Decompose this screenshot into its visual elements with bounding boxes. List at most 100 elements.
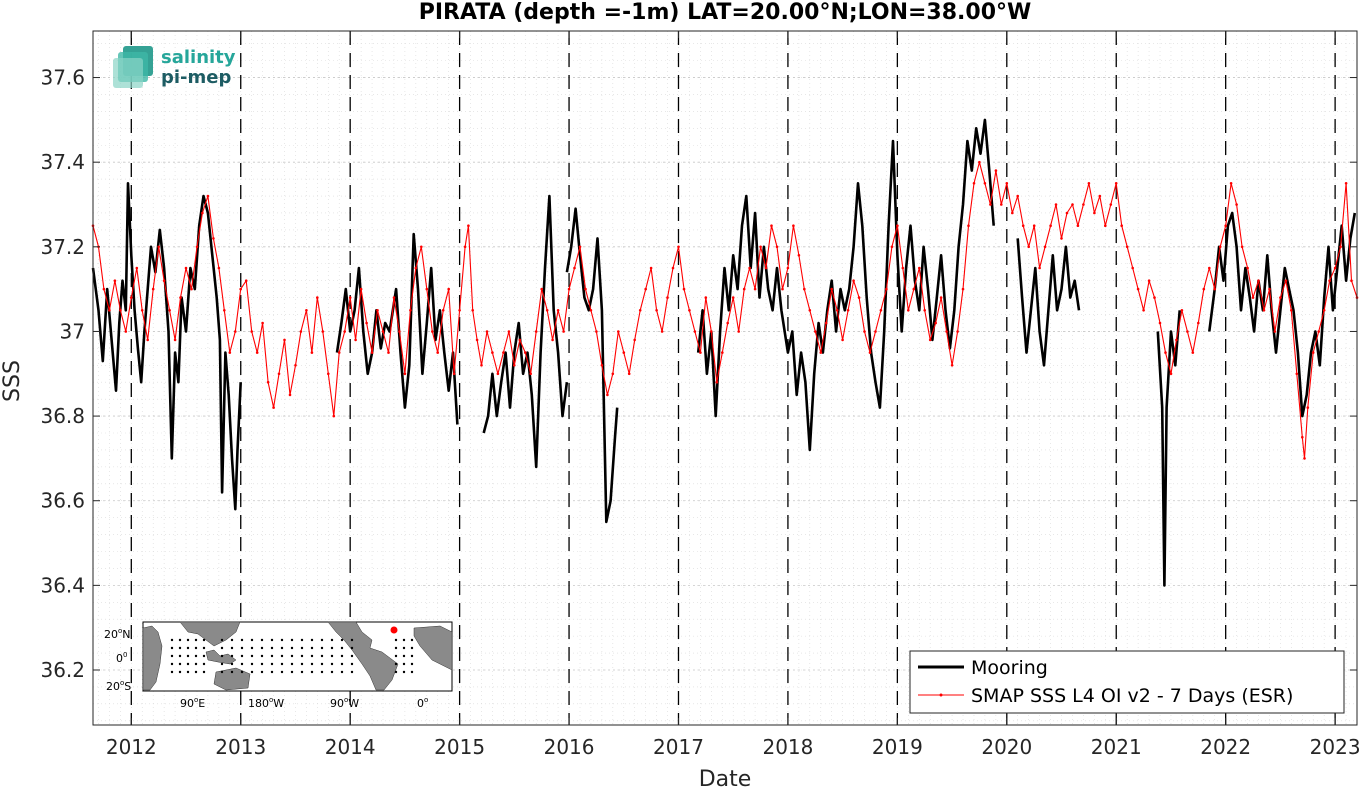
series-point-smap (764, 266, 768, 270)
west-africa-landmass (413, 625, 453, 671)
series-line-mooring (482, 194, 569, 469)
buoy-dot (280, 662, 284, 666)
series-point-smap (305, 309, 308, 312)
series-point-smap (425, 287, 429, 291)
series-point-smap (277, 372, 281, 376)
buoy-dot (350, 662, 354, 666)
series-point-smap (1322, 309, 1326, 312)
series-point-smap (1273, 330, 1277, 333)
series-point-smap (403, 372, 407, 376)
series-point-smap (452, 372, 456, 376)
buoy-dot (410, 670, 414, 674)
buoy-dot (290, 670, 294, 674)
series-point-smap (731, 296, 735, 299)
series-point-smap (409, 309, 412, 312)
map-lon-label-180w: 180oW (248, 696, 284, 710)
series-point-smap (961, 287, 965, 291)
series-point-smap (830, 287, 833, 291)
buoy-dot (410, 638, 414, 642)
buoy-dot (394, 670, 398, 674)
map-lat-label-20s: 20oS (106, 679, 131, 693)
series-point-smap (1169, 372, 1173, 376)
series-point-smap (874, 330, 877, 333)
asia-landmass (179, 621, 241, 647)
series-point-smap (1093, 211, 1096, 215)
buoy-dot (340, 662, 344, 666)
inset-map: 20oN 00 20oS 90oE 180oW 90oW 0o (104, 621, 453, 710)
series-point-smap (950, 364, 954, 367)
series-point-smap (321, 330, 325, 333)
series-point-smap (223, 309, 226, 312)
series-point-smap (775, 245, 779, 249)
series-point-smap (266, 380, 270, 384)
series-point-smap (1060, 237, 1063, 240)
logo-layers-icon (113, 46, 153, 88)
series-point-smap (677, 245, 680, 249)
series-point-smap (726, 321, 729, 325)
buoy-dot (170, 662, 174, 666)
buoy-dot (290, 646, 294, 650)
buoy-dot (186, 670, 190, 674)
series-point-smap (1317, 330, 1320, 333)
series-point-smap (1301, 435, 1304, 439)
series-point-smap (337, 351, 341, 354)
series-point-smap (600, 364, 604, 367)
buoy-dot (240, 654, 244, 658)
series-point-smap (967, 224, 970, 227)
buoy-dot (300, 646, 304, 650)
buoy-dot (230, 638, 234, 642)
series-point-smap (1098, 194, 1102, 198)
series-point-smap (1158, 321, 1162, 325)
series-point-smap (475, 338, 479, 342)
series-point-smap (841, 338, 844, 342)
series-point-smap (343, 330, 347, 333)
series-point-smap (682, 287, 686, 291)
buoy-dot (250, 662, 254, 666)
series-point-smap (1136, 287, 1140, 291)
x-tick-label: 2015 (434, 735, 485, 759)
series-point-smap (1202, 287, 1206, 291)
x-axis-label: Date (699, 767, 752, 790)
series-point-smap (436, 351, 440, 354)
x-tick-label: 2012 (106, 735, 157, 759)
series-line-mooring (1016, 238, 1081, 367)
series-point-smap (471, 309, 475, 312)
series-point-smap (119, 309, 122, 312)
series-point-smap (1284, 279, 1288, 283)
mooring-location-marker (390, 626, 398, 634)
buoy-dot (270, 638, 274, 642)
legend-label-mooring: Mooring (971, 657, 1048, 679)
x-tick-label: 2022 (1200, 735, 1251, 759)
series-point-smap (1049, 224, 1052, 227)
x-tick-label: 2014 (325, 735, 376, 759)
plot-frame (92, 30, 1358, 726)
buoy-dot (186, 638, 190, 642)
series-point-smap (1011, 211, 1014, 215)
series-point-smap (376, 309, 379, 312)
x-tick-label: 2023 (1310, 735, 1361, 759)
series-point-smap (1164, 351, 1167, 354)
series-point-smap (1087, 182, 1091, 185)
x-tick-label: 2021 (1091, 735, 1142, 759)
buoy-dot (394, 654, 398, 658)
series-point-smap (589, 309, 593, 312)
series-point-smap (1147, 279, 1151, 283)
series-point-smap (1279, 296, 1282, 299)
series-point-smap (190, 287, 193, 291)
buoy-dot (300, 638, 304, 642)
series-point-smap (655, 309, 658, 312)
series-point-smap (195, 245, 199, 249)
series-point-smap (753, 287, 757, 291)
series-point-smap (907, 309, 910, 312)
series-point-smap (737, 330, 740, 333)
buoy-dot (194, 670, 198, 674)
series-point-smap (1021, 224, 1025, 227)
series-point-smap (420, 245, 423, 249)
series-point-smap (770, 224, 773, 227)
x-tick-label: 2017 (653, 735, 704, 759)
series-point-smap (649, 266, 653, 270)
series-point-smap (989, 203, 992, 206)
series-point-smap (146, 338, 149, 342)
series-point-smap (786, 266, 790, 270)
